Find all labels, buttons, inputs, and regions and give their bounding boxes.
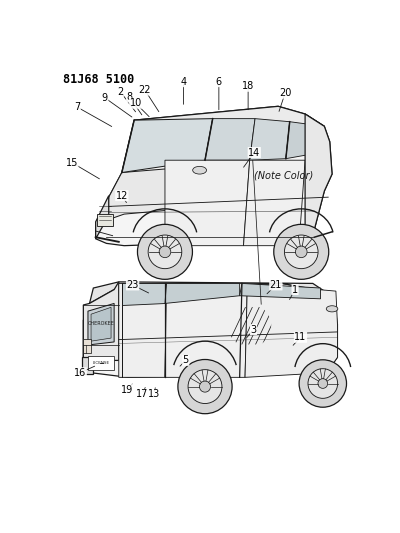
Text: 23: 23 [126,280,139,290]
Text: 18: 18 [242,82,254,91]
Circle shape [188,370,222,403]
Polygon shape [106,163,244,220]
Polygon shape [88,303,114,345]
Text: 12: 12 [116,191,128,200]
Polygon shape [165,160,250,246]
FancyBboxPatch shape [97,214,113,227]
Circle shape [178,359,232,414]
Text: CHEROKEE: CHEROKEE [88,321,114,326]
Text: 3: 3 [250,325,256,335]
Text: 17: 17 [136,389,148,399]
Circle shape [274,224,329,279]
Polygon shape [305,114,332,237]
Polygon shape [122,284,165,305]
Text: 22: 22 [139,85,151,95]
Circle shape [159,246,171,257]
Polygon shape [91,308,111,341]
Text: 13: 13 [148,389,160,399]
Polygon shape [165,284,247,377]
Polygon shape [240,284,320,299]
Text: 9: 9 [102,93,108,103]
Text: 5: 5 [183,356,189,366]
Text: 11: 11 [294,332,307,342]
Text: 16: 16 [74,368,86,378]
Text: 20: 20 [279,88,291,98]
Text: 15: 15 [66,158,78,167]
Polygon shape [96,106,332,246]
Circle shape [228,304,271,348]
Circle shape [138,224,192,279]
Text: 4: 4 [180,77,186,87]
Text: (Note Color): (Note Color) [254,171,314,181]
Text: 14: 14 [248,148,260,158]
Text: 8: 8 [126,92,133,102]
Polygon shape [83,284,338,377]
FancyBboxPatch shape [88,356,114,370]
Text: 10: 10 [130,98,142,108]
Text: 19: 19 [121,385,133,394]
Polygon shape [250,119,290,160]
Circle shape [308,369,338,398]
Circle shape [284,235,318,269]
Ellipse shape [326,306,338,312]
Circle shape [299,360,346,407]
Polygon shape [134,106,324,126]
Polygon shape [165,284,240,303]
Polygon shape [83,282,119,360]
Polygon shape [96,196,109,239]
Text: 2: 2 [117,87,124,96]
Ellipse shape [193,166,206,174]
Polygon shape [82,357,93,374]
Text: 1: 1 [292,285,298,295]
Circle shape [148,235,182,269]
Polygon shape [205,119,255,160]
Polygon shape [286,122,324,159]
Polygon shape [90,282,324,303]
Text: 6: 6 [216,77,222,87]
Polygon shape [119,284,166,377]
Text: 81J68 5100: 81J68 5100 [63,73,134,86]
Polygon shape [244,160,305,246]
Polygon shape [122,119,213,173]
Text: LICENSE: LICENSE [92,361,110,365]
Circle shape [200,381,210,392]
Circle shape [318,378,328,389]
FancyBboxPatch shape [83,339,91,353]
Circle shape [296,246,307,257]
Text: 7: 7 [74,102,80,112]
Polygon shape [245,284,338,377]
Text: 21: 21 [270,280,282,290]
